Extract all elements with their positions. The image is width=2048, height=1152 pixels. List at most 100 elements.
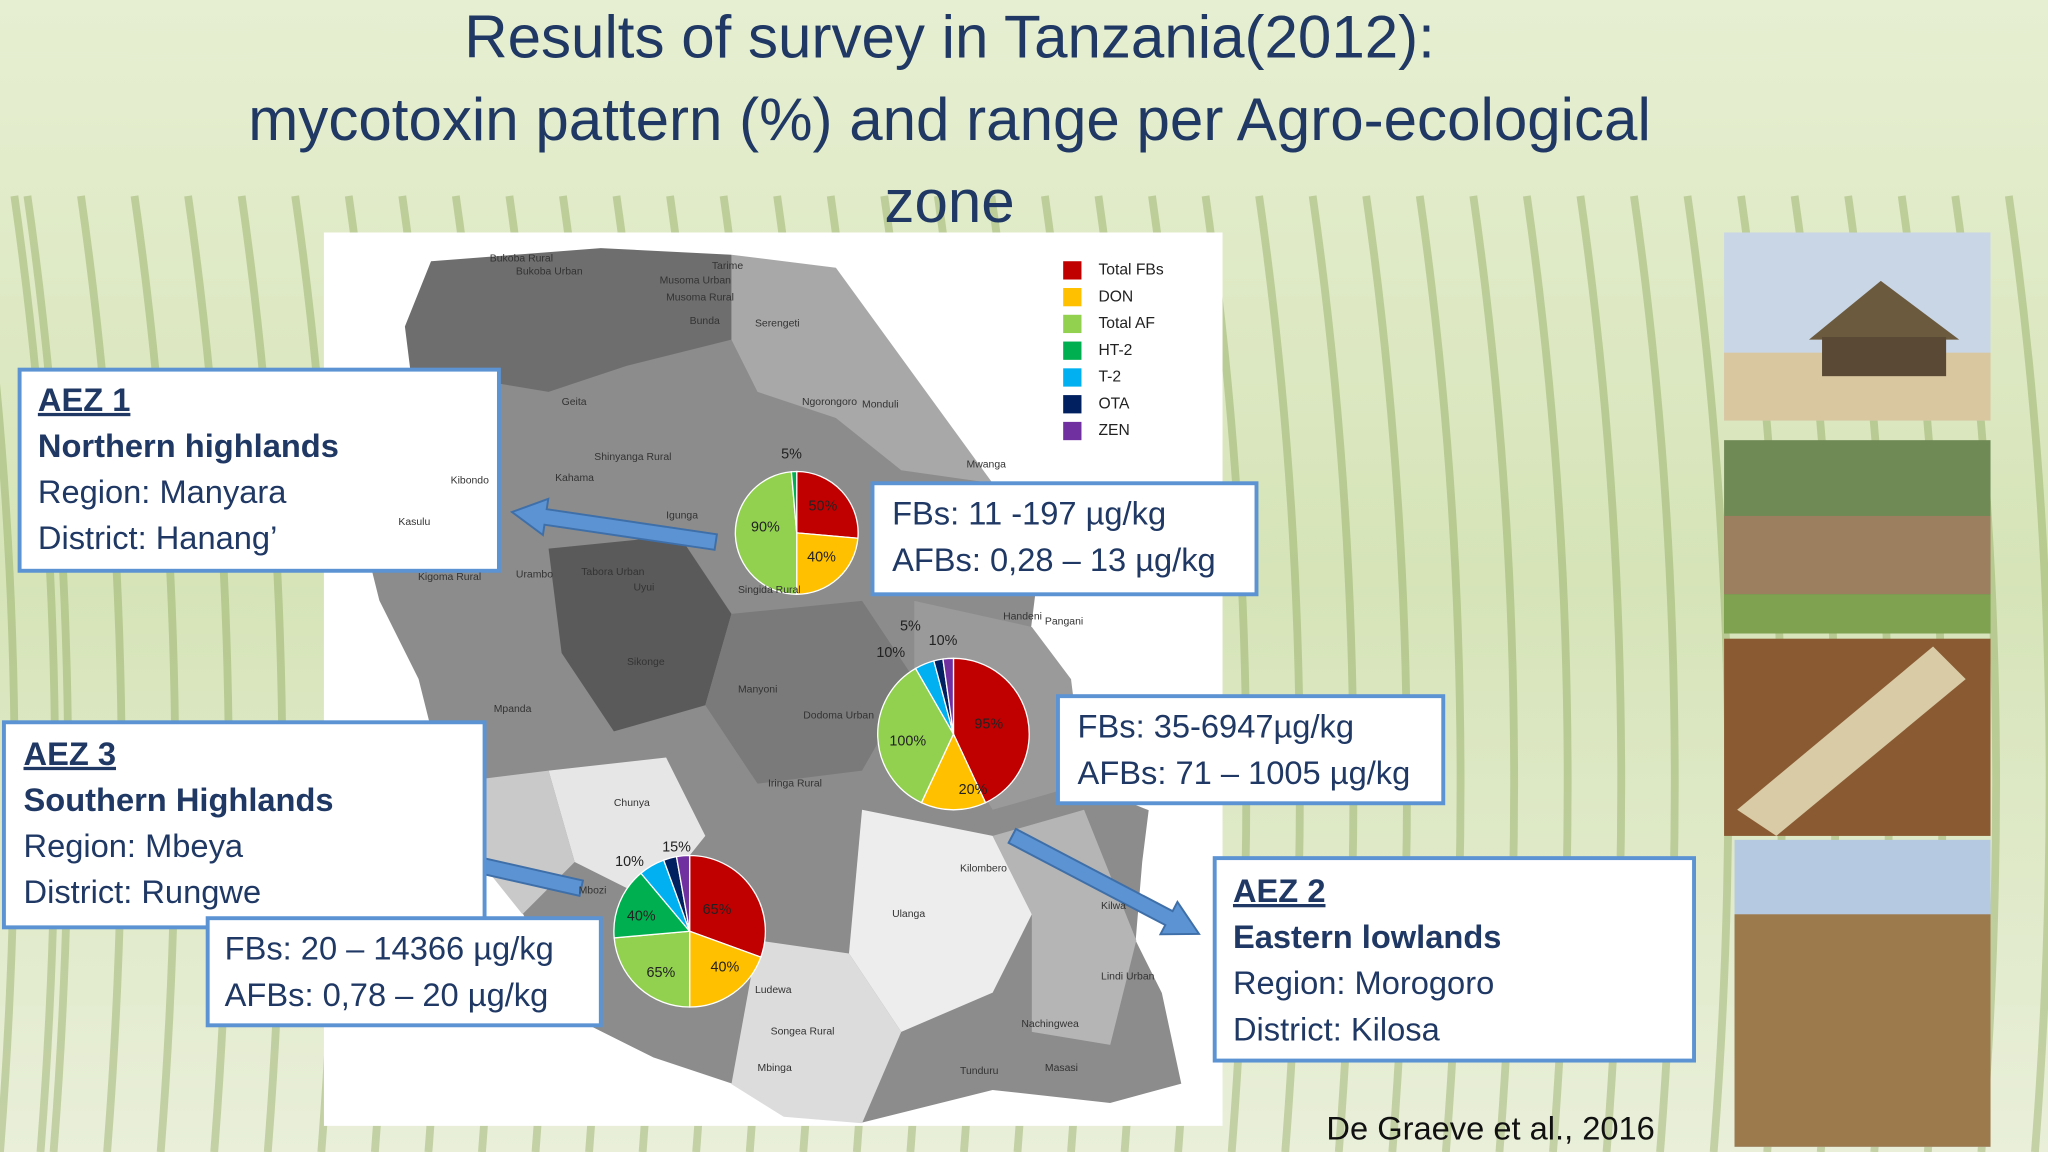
info-box xyxy=(17,367,501,573)
zone-district: District: Kilosa xyxy=(1233,1010,1441,1047)
stalk xyxy=(23,195,73,1152)
map-label: Shinyanga Rural xyxy=(594,452,671,463)
map-label: Dodoma Urban xyxy=(803,711,874,722)
region xyxy=(731,254,993,484)
photo-cob-maize xyxy=(1737,646,1966,836)
pie-slice xyxy=(952,657,1030,804)
map-label: Tunduru xyxy=(960,1066,999,1077)
map-label: Igunga xyxy=(666,511,698,522)
photo-dry-stalks xyxy=(1734,914,1991,1147)
pie-label: 10% xyxy=(615,854,644,870)
zone-region: Region: Morogoro xyxy=(1233,964,1494,1001)
legend-label: T-2 xyxy=(1098,369,1121,386)
map-label: Ulanga xyxy=(892,909,925,920)
map-label: Nachingwea xyxy=(1021,1019,1079,1030)
legend-label: OTA xyxy=(1098,395,1130,412)
title-line: zone xyxy=(884,168,1014,235)
map-label: Kahama xyxy=(555,473,594,484)
map-label: Mpanda xyxy=(494,704,532,715)
legend-swatch xyxy=(1063,288,1082,307)
map-label: Chunya xyxy=(614,798,650,809)
region xyxy=(548,535,732,732)
pie-slice xyxy=(675,854,691,932)
legend-label: Total AF xyxy=(1098,315,1155,332)
zone-name: Southern Highlands xyxy=(24,781,334,818)
stalk xyxy=(10,195,60,1152)
pie-label: 20% xyxy=(959,782,988,798)
pie-label: 65% xyxy=(647,965,676,981)
legend-label: ZEN xyxy=(1098,422,1129,439)
map-label: Ngorongoro xyxy=(802,397,857,408)
map-label: Tabora Urban xyxy=(581,567,644,578)
photo-field-grass xyxy=(1724,594,1991,634)
zone-district: District: Hanang’ xyxy=(38,519,277,556)
zone-heading: AEZ 2 xyxy=(1233,872,1326,909)
pie-slice xyxy=(790,470,798,533)
info-box xyxy=(205,916,603,1028)
stalk xyxy=(130,195,180,1152)
legend-swatch xyxy=(1063,421,1082,441)
pie-label: 40% xyxy=(807,550,836,566)
region xyxy=(705,600,915,784)
map-label: Mwanga xyxy=(967,460,1007,471)
pie-slice xyxy=(688,930,762,1008)
legend-swatch xyxy=(1063,368,1082,387)
legend-swatch xyxy=(1063,341,1082,360)
stalk xyxy=(0,383,19,1152)
zone-afbs: AFBs: 0,78 – 20 µg/kg xyxy=(225,976,549,1013)
map-label: Manyoni xyxy=(738,684,777,695)
legend-label: DON xyxy=(1098,288,1133,305)
map-label: Singida Rural xyxy=(738,585,801,596)
stalk xyxy=(77,195,126,1152)
pie-label: 5% xyxy=(900,619,921,635)
photos xyxy=(1724,232,1991,1147)
map-label: Geita xyxy=(562,397,587,408)
legend-label: HT-2 xyxy=(1098,342,1132,359)
map-label: Musoma Rural xyxy=(666,293,734,304)
legend-swatch xyxy=(1063,395,1082,414)
map-label: Kilombero xyxy=(960,863,1007,874)
pie-label: 50% xyxy=(808,499,837,515)
pie-label: 15% xyxy=(662,839,691,855)
zone-fbs: FBs: 20 – 14366 µg/kg xyxy=(225,929,554,966)
zone-region: Region: Manyara xyxy=(38,473,287,510)
map-label: Masasi xyxy=(1045,1063,1078,1074)
arrow xyxy=(509,497,719,551)
map-label: Serengeti xyxy=(755,319,800,330)
pie-slice xyxy=(920,732,987,811)
map-label: Kasulu xyxy=(398,517,430,528)
region xyxy=(731,940,902,1124)
map-label: Bukoba Rural xyxy=(490,253,553,264)
pie-slice xyxy=(613,930,691,1008)
info-box xyxy=(870,481,1259,597)
pie-label: 90% xyxy=(751,519,780,535)
map-label: Sikonge xyxy=(627,657,665,668)
map-label: Bukoba Urban xyxy=(516,266,583,277)
zone-heading: AEZ 1 xyxy=(38,381,131,418)
map-label: Mbozi xyxy=(579,886,607,897)
region xyxy=(992,809,1137,1045)
pie-slice xyxy=(942,657,955,735)
pie-slice xyxy=(734,471,798,595)
map-label: Iringa Rural xyxy=(768,778,822,789)
pie-label: 65% xyxy=(703,902,732,918)
region xyxy=(404,248,732,432)
map-label: Bunda xyxy=(690,316,720,327)
zone-fbs: FBs: 35-6947µg/kg xyxy=(1078,707,1354,744)
map-label: Lindi Urban xyxy=(1101,972,1155,983)
photo-hut-roof xyxy=(1808,280,1960,340)
zone-afbs: AFBs: 71 – 1005 µg/kg xyxy=(1078,754,1411,791)
pie-label: 100% xyxy=(889,734,926,750)
title-line: Results of survey in Tanzania(2012): xyxy=(464,4,1435,71)
legend-label: Total FBs xyxy=(1098,262,1163,279)
info-box xyxy=(1,720,487,930)
pie-label: 5% xyxy=(781,446,802,462)
pie-slice xyxy=(688,854,767,959)
map-label: Urambo xyxy=(516,569,553,580)
pie-label: 95% xyxy=(974,717,1003,733)
zone-afbs: AFBs: 0,28 – 13 µg/kg xyxy=(892,541,1216,578)
pie-slice xyxy=(613,872,691,939)
pie-label: 40% xyxy=(627,909,656,925)
map-label: Musoma Urban xyxy=(660,276,732,287)
